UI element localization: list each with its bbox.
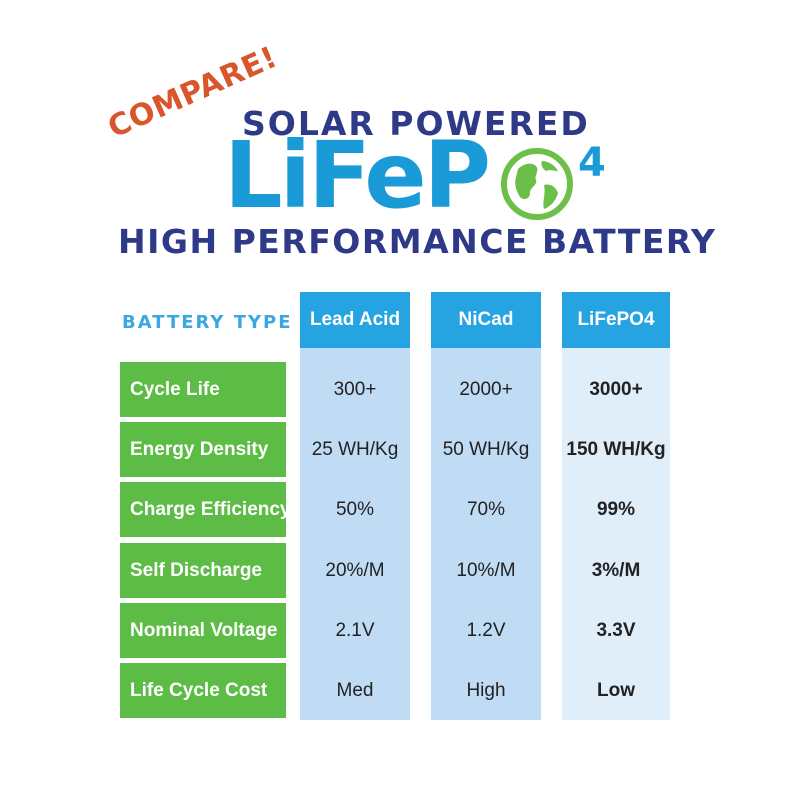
table-cell: Med bbox=[336, 679, 374, 701]
table-cell: High bbox=[466, 679, 506, 701]
lifepo-logo-subscript: 4 bbox=[578, 140, 606, 186]
nicad-column bbox=[431, 348, 541, 720]
table-cell: 10%/M bbox=[456, 559, 516, 581]
table-cell: 150 WH/Kg bbox=[566, 438, 666, 460]
row-label-charge-efficiency: Charge Efficiency bbox=[120, 482, 291, 537]
row-label-cycle-life: Cycle Life bbox=[120, 362, 286, 417]
solar-powered-heading: SOLAR POWERED bbox=[242, 104, 590, 143]
table-cell: 50% bbox=[335, 498, 375, 520]
lifepo4-column bbox=[562, 348, 670, 720]
table-cell: 1.2V bbox=[466, 619, 506, 641]
table-cell: 300+ bbox=[333, 378, 377, 400]
table-cell: 25 WH/Kg bbox=[311, 438, 399, 460]
table-cell: 50 WH/Kg bbox=[442, 438, 530, 460]
table-cell: 3%/M bbox=[591, 559, 641, 581]
battery-type-label: BATTERY TYPE bbox=[122, 312, 293, 333]
column-header-nicad: NiCad bbox=[431, 292, 541, 348]
row-label-self-discharge: Self Discharge bbox=[120, 543, 286, 598]
row-label-nominal-voltage: Nominal Voltage bbox=[120, 603, 286, 658]
column-header-lifepo4: LiFePO4 bbox=[562, 292, 670, 348]
table-cell: 20%/M bbox=[325, 559, 385, 581]
table-cell: 2000+ bbox=[459, 378, 513, 400]
globe-icon bbox=[501, 148, 573, 220]
table-cell: 3.3V bbox=[596, 619, 636, 641]
table-cell: 99% bbox=[596, 498, 636, 520]
column-header-lead-acid: Lead Acid bbox=[300, 292, 410, 348]
table-cell: Low bbox=[597, 679, 635, 701]
lifepo-logo-text: LiFeP bbox=[224, 122, 491, 229]
lead-acid-column bbox=[300, 348, 410, 720]
row-label-energy-density: Energy Density bbox=[120, 422, 286, 477]
table-cell: 2.1V bbox=[335, 619, 375, 641]
table-cell: 3000+ bbox=[589, 378, 643, 400]
row-label-life-cycle-cost: Life Cycle Cost bbox=[120, 663, 286, 718]
tagline-heading: HIGH PERFORMANCE BATTERY bbox=[118, 222, 717, 261]
table-cell: 70% bbox=[466, 498, 506, 520]
